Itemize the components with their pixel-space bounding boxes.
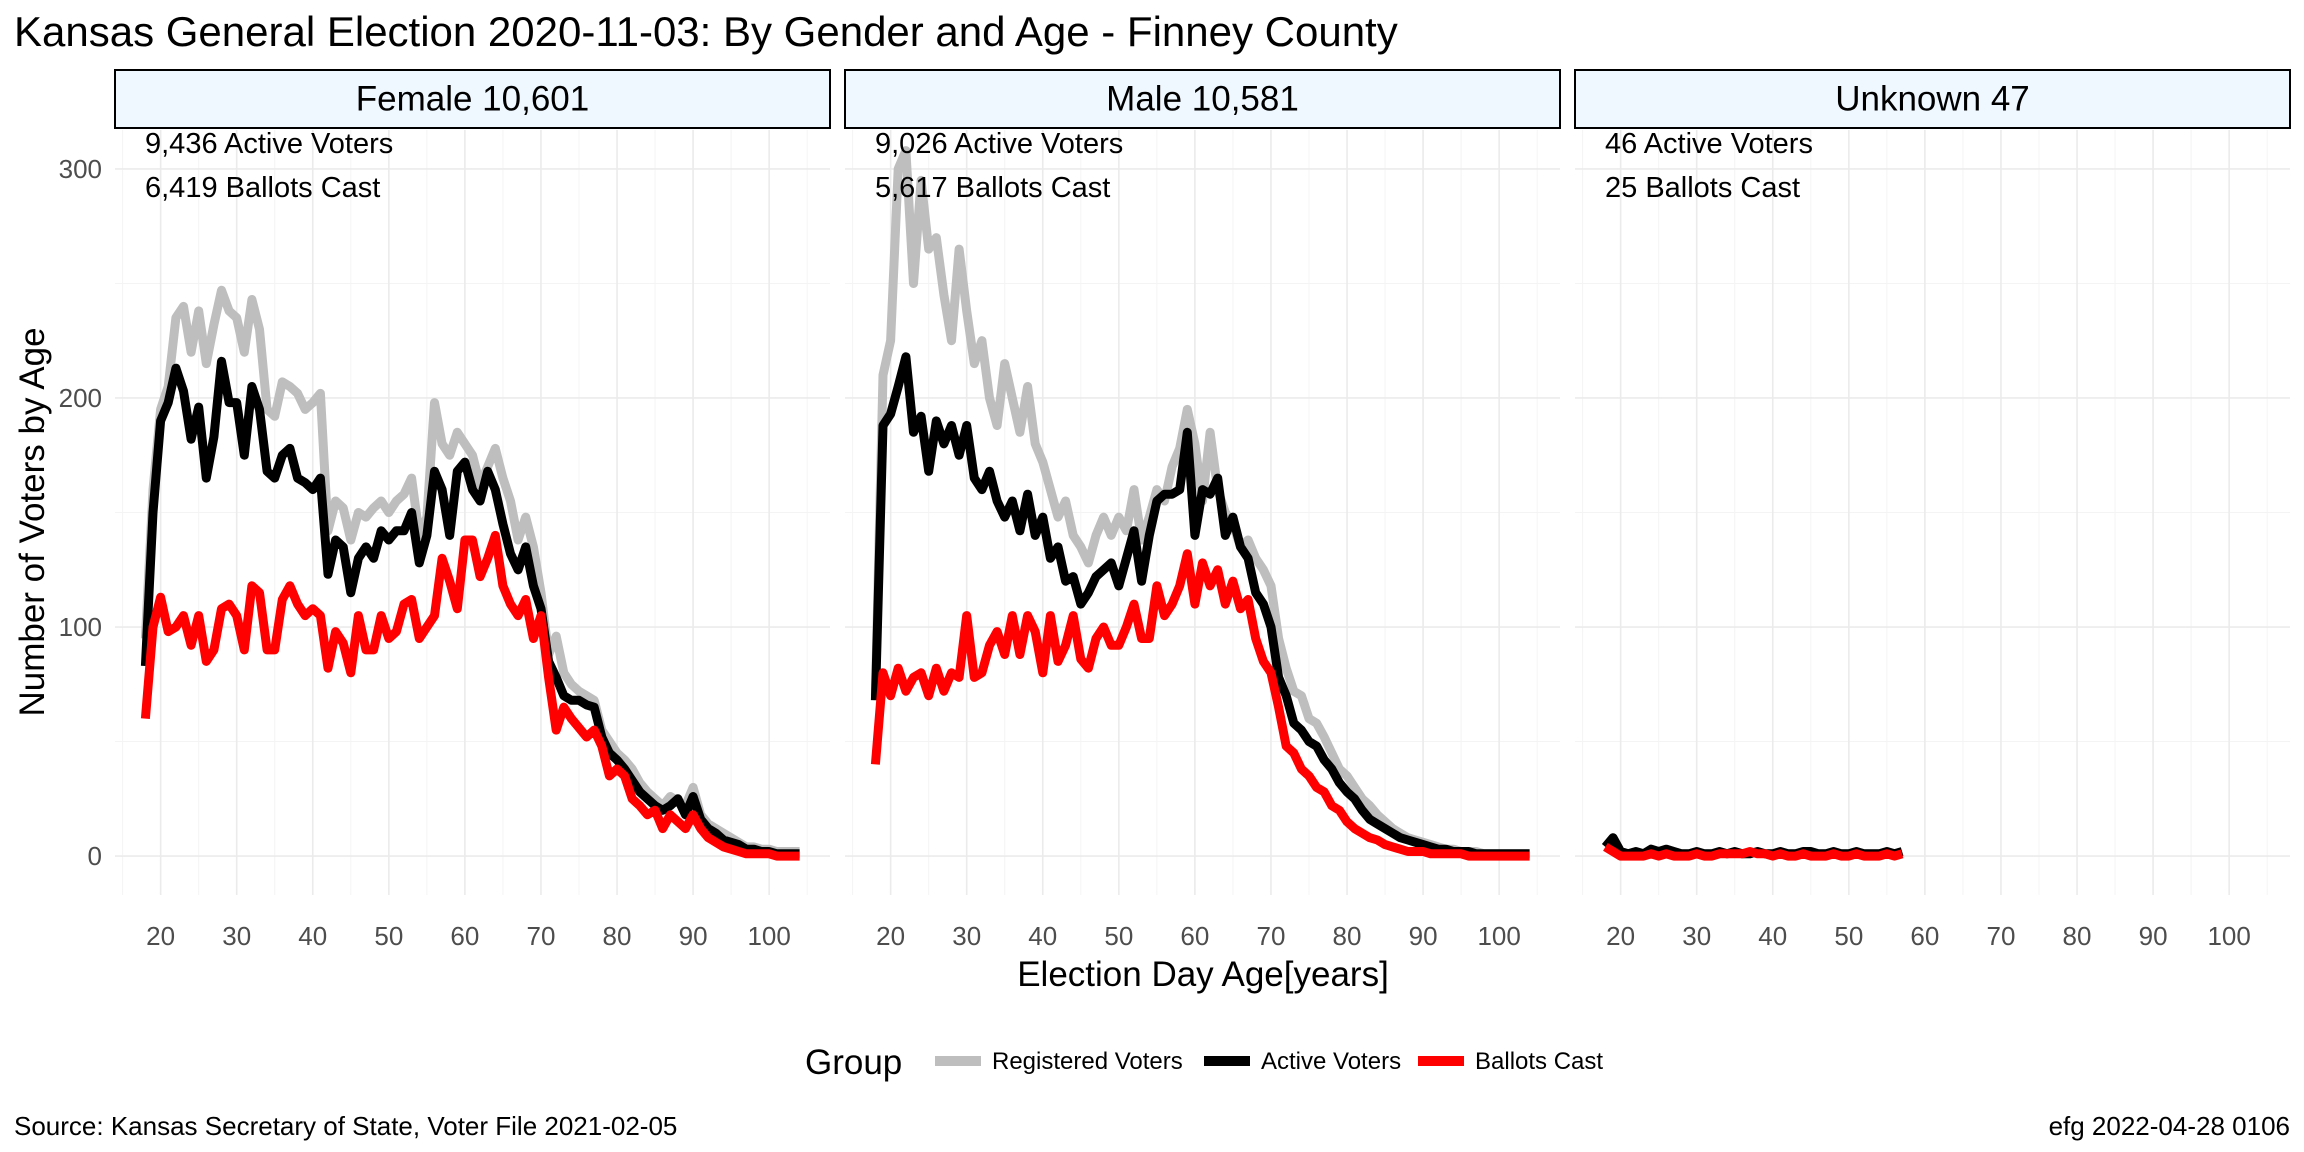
- panel-strip: [1574, 69, 2291, 129]
- x-tick-label: 70: [1986, 921, 2015, 951]
- legend-label: Active Voters: [1261, 1048, 1401, 1075]
- x-tick-label: 50: [1834, 921, 1863, 951]
- series-line-ballots-cast: [1603, 843, 1904, 861]
- x-tick-label: 90: [1409, 921, 1438, 951]
- x-tick-label: 60: [1910, 921, 1939, 951]
- y-axis-title: Number of Voters by Age: [13, 327, 52, 716]
- x-tick-label: 100: [747, 921, 790, 951]
- panel-annotation-ballots: 5,617 Ballots Cast: [875, 172, 1110, 204]
- panel-annotation-active: 9,436 Active Voters: [145, 128, 393, 160]
- x-tick-label: 40: [1028, 921, 1057, 951]
- legend-label: Registered Voters: [992, 1048, 1183, 1075]
- x-tick-label: 40: [1758, 921, 1787, 951]
- y-tick-label: 300: [59, 154, 102, 184]
- x-tick-label: 80: [1333, 921, 1362, 951]
- source-caption: Source: Kansas Secretary of State, Voter…: [14, 1111, 677, 1141]
- author-caption: efg 2022-04-28 0106: [2049, 1111, 2290, 1141]
- panel-strip-label: Female 10,601: [356, 79, 589, 118]
- panel-strip-label: Unknown 47: [1835, 79, 2030, 118]
- x-tick-label: 20: [1606, 921, 1635, 951]
- y-tick-label: 100: [59, 612, 102, 642]
- x-tick-label: 30: [952, 921, 981, 951]
- panels: Female 10,601 20 30 40 50 60 70 80 90 100 0 100 200 3…: [59, 69, 2291, 951]
- x-tick-label: 20: [876, 921, 905, 951]
- series-line-registered-voters: [140, 285, 800, 856]
- x-axis-title: Election Day Age[years]: [1017, 955, 1389, 994]
- panel-strip: [114, 69, 831, 129]
- series-line-active-voters: [870, 352, 1530, 859]
- x-tick-label: 20: [146, 921, 175, 951]
- x-tick-label: 90: [2139, 921, 2168, 951]
- legend: Group Registered Voters Active Voters Ball…: [805, 1043, 1603, 1082]
- x-tick-label: 30: [1682, 921, 1711, 951]
- panel-1: Male 10,581 20 30 40 50 60 70 80 90 100 9,026 Acti…: [844, 69, 1561, 951]
- panel-annotation-ballots: 25 Ballots Cast: [1605, 172, 1800, 204]
- x-tick-label: 100: [1477, 921, 1520, 951]
- panel-strip: [844, 69, 1561, 129]
- panel-annotation-active: 46 Active Voters: [1605, 128, 1813, 160]
- panel-annotation-active: 9,026 Active Voters: [875, 128, 1123, 160]
- x-tick-label: 100: [2207, 921, 2250, 951]
- x-tick-label: 80: [603, 921, 632, 951]
- legend-title: Group: [805, 1043, 902, 1082]
- x-tick-label: 60: [450, 921, 479, 951]
- x-tick-label: 50: [374, 921, 403, 951]
- x-tick-label: 50: [1104, 921, 1133, 951]
- panel-annotation-ballots: 6,419 Ballots Cast: [145, 172, 380, 204]
- panel-0: Female 10,601 20 30 40 50 60 70 80 90 100 0 100 200 3…: [59, 69, 831, 951]
- x-tick-label: 70: [526, 921, 555, 951]
- legend-label: Ballots Cast: [1475, 1048, 1603, 1075]
- chart-title: Kansas General Election 2020-11-03: By G…: [14, 8, 1398, 55]
- panel-2: Unknown 47 20 30 40 50 60 70 80 90 100 46 Active V…: [1574, 69, 2291, 951]
- x-tick-label: 90: [679, 921, 708, 951]
- x-tick-label: 40: [298, 921, 327, 951]
- y-tick-label: 200: [59, 383, 102, 413]
- series-line-ballots-cast: [870, 549, 1530, 861]
- x-tick-label: 60: [1180, 921, 1209, 951]
- y-tick-label: 0: [88, 841, 102, 871]
- x-tick-label: 80: [2063, 921, 2092, 951]
- series-line-active-voters: [140, 356, 800, 859]
- x-tick-label: 30: [222, 921, 251, 951]
- panel-strip-label: Male 10,581: [1106, 79, 1299, 118]
- series-line-ballots-cast: [140, 530, 800, 861]
- x-tick-label: 70: [1256, 921, 1285, 951]
